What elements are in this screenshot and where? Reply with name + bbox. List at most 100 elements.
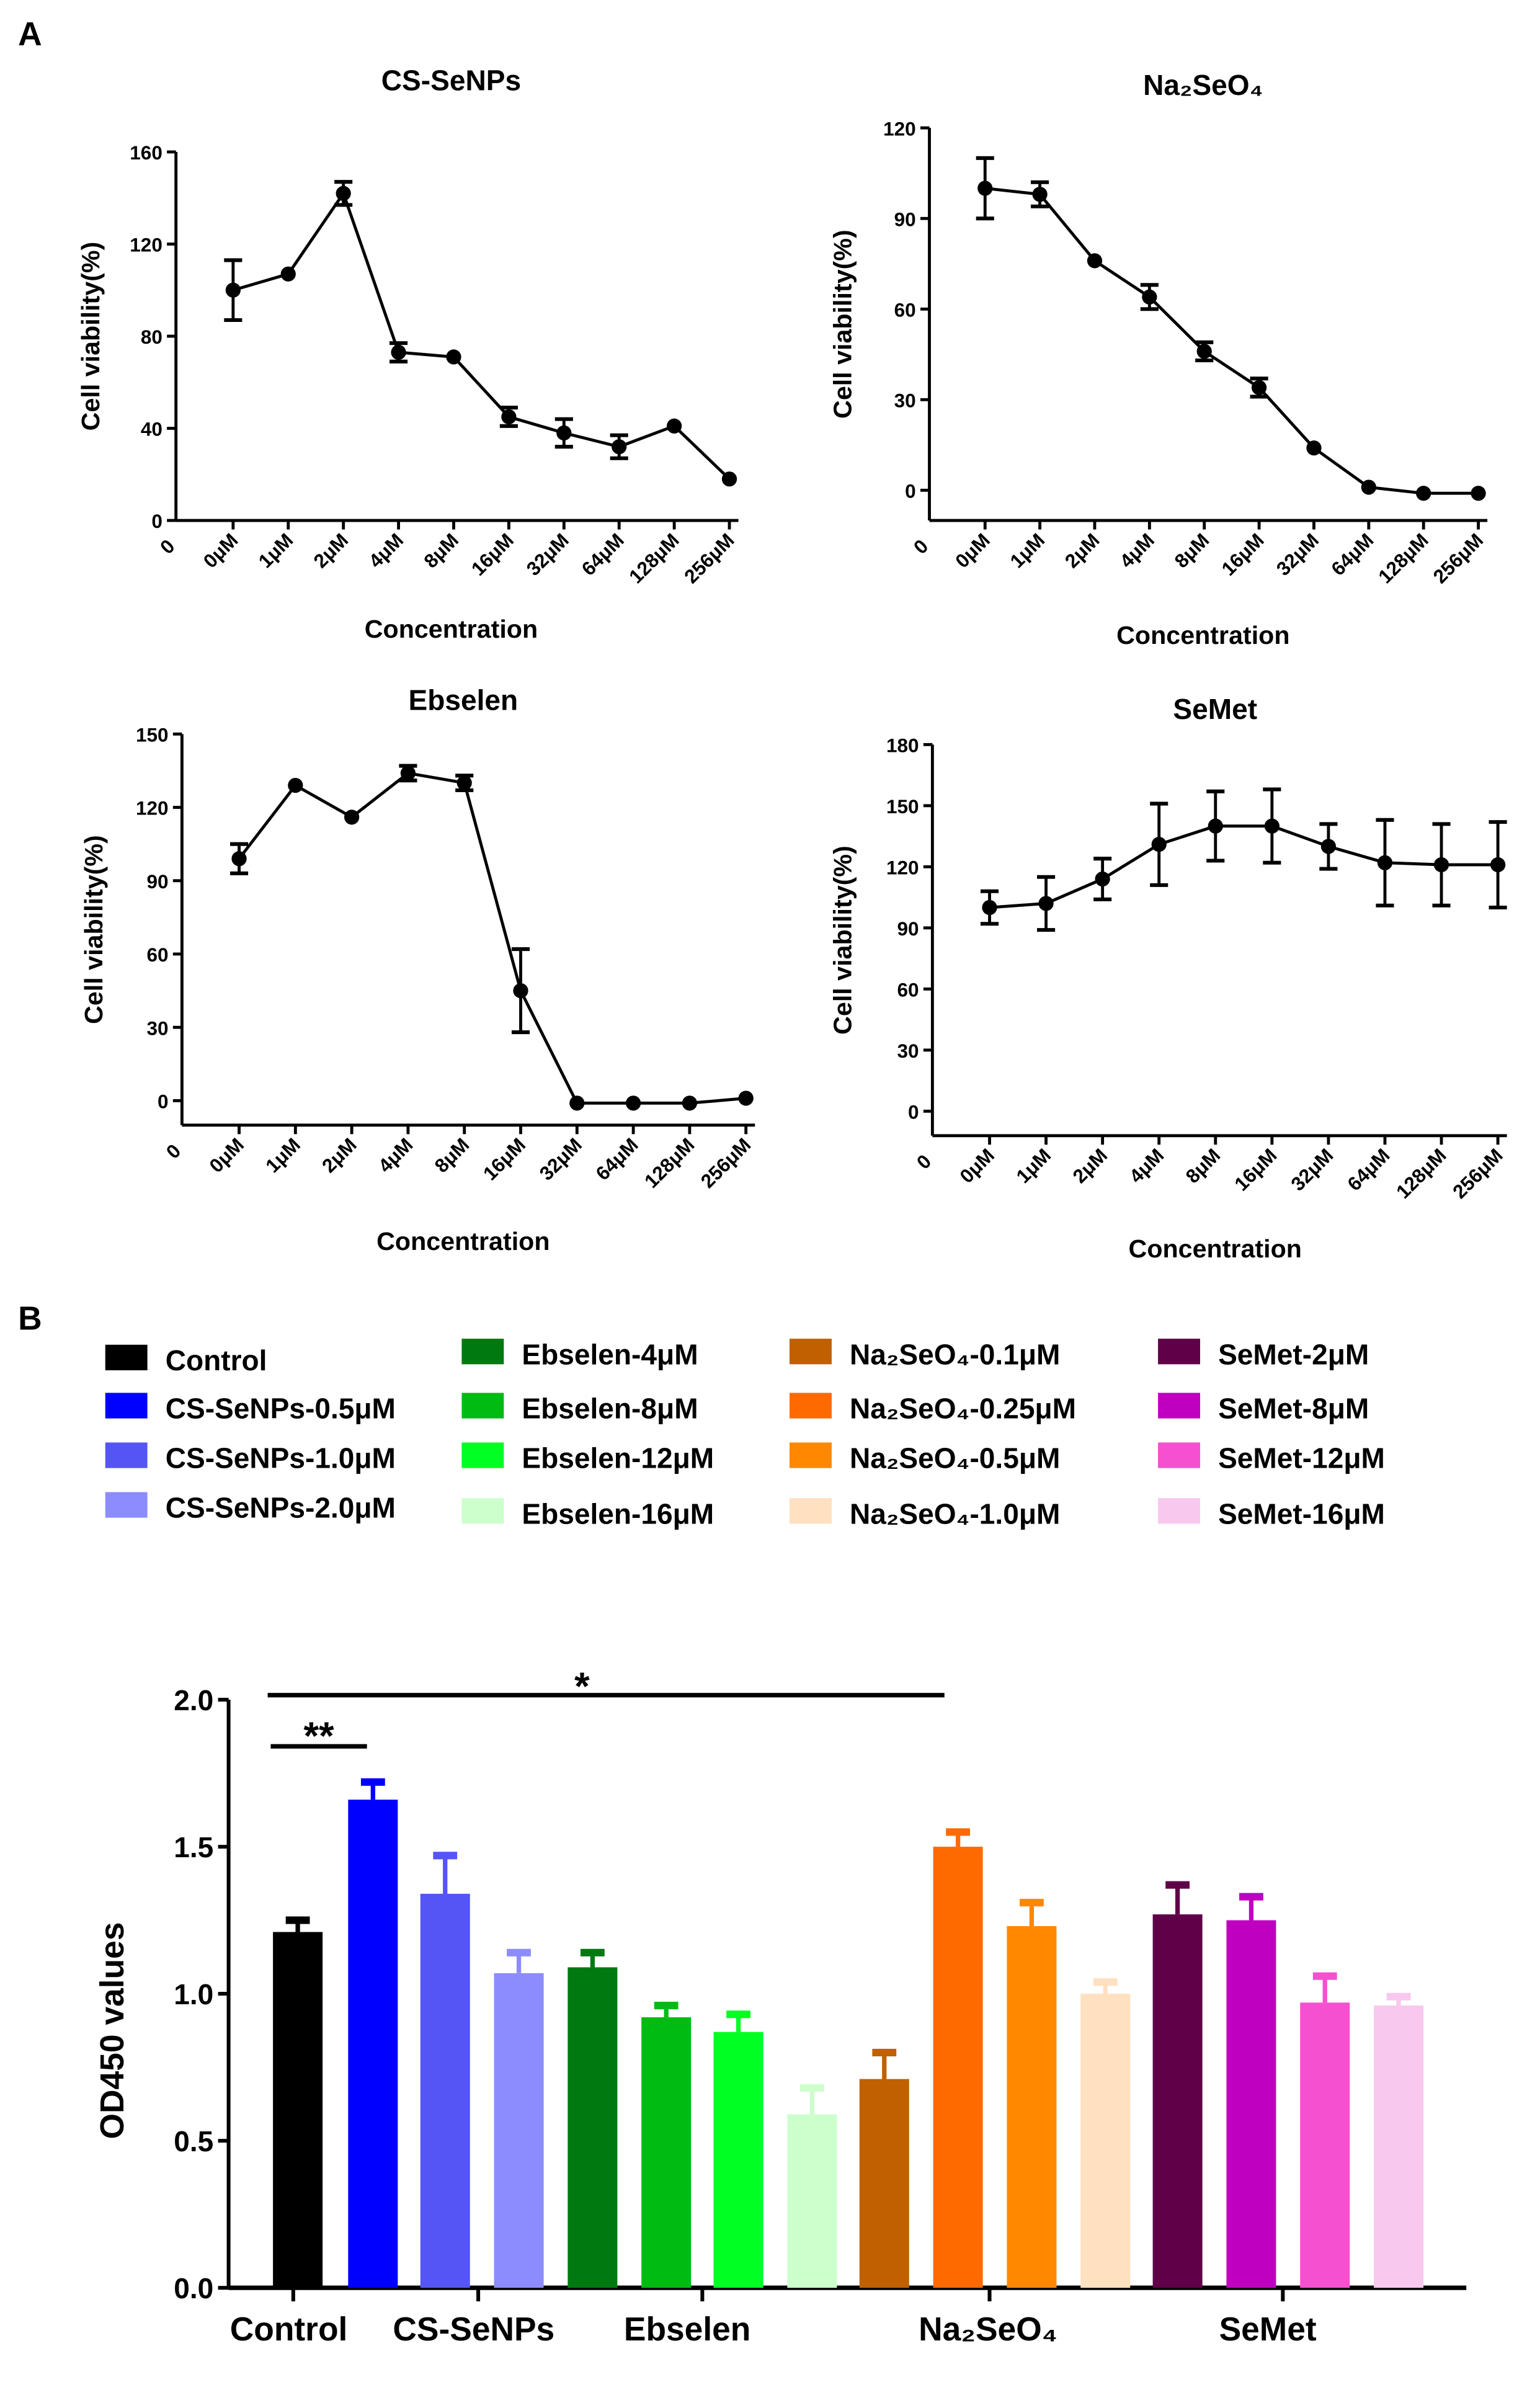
x-origin-label: 0	[156, 535, 179, 558]
legend-item: CS-SeNPs-2.0μM	[105, 1492, 396, 1524]
y-tick-label: 90	[894, 208, 916, 230]
bar-group	[641, 2002, 692, 2288]
legend-swatch	[105, 1442, 148, 1468]
legend-swatch	[1158, 1339, 1200, 1365]
x-tick-label: 256μM	[1448, 1144, 1507, 1203]
data-point	[612, 439, 627, 455]
y-axis-label: Cell viability(%)	[79, 835, 108, 1024]
x-tick-label: 0μM	[955, 1144, 999, 1187]
legend-swatch	[1158, 1393, 1200, 1419]
legend-item: Na₂SeO₄-0.5μM	[790, 1442, 1060, 1474]
legend-swatch	[790, 1339, 832, 1365]
x-tick-label: 64μM	[591, 1133, 642, 1184]
data-point	[288, 777, 303, 793]
legend-swatch	[105, 1344, 148, 1371]
series-line	[233, 190, 731, 480]
bar	[787, 2114, 837, 2288]
y-tick-label: 90	[147, 870, 169, 893]
y-axis-label: Cell viability(%)	[828, 230, 857, 419]
legend-item: SeMet-16μM	[1158, 1497, 1385, 1530]
group-label: CS-SeNPs	[393, 2311, 554, 2348]
chart-title: Na₂SeO₄	[1143, 69, 1263, 101]
bar-group	[933, 1828, 983, 2288]
x-tick-label: 8μM	[1181, 1144, 1224, 1187]
x-tick-label: 16μM	[467, 529, 518, 579]
data-point	[666, 418, 682, 434]
data-point	[501, 409, 517, 425]
data-point	[1032, 187, 1048, 202]
legend-label: SeMet-2μM	[1218, 1338, 1369, 1370]
legend-swatch	[1158, 1498, 1200, 1524]
y-tick-label: 150	[886, 795, 919, 818]
data-point	[1251, 380, 1267, 395]
x-tick-label: 4μM	[374, 1133, 417, 1177]
x-tick-label: 64μM	[577, 529, 628, 579]
bar	[1080, 1994, 1131, 2288]
legend-item: SeMet-2μM	[1158, 1338, 1369, 1370]
legend-label: Ebselen-4μM	[522, 1338, 698, 1370]
data-point	[625, 1095, 641, 1111]
data-point	[721, 471, 737, 487]
x-tick-label: 4μM	[1124, 1144, 1168, 1187]
x-tick-label: 128μM	[640, 1133, 699, 1192]
y-tick-label: 30	[147, 1017, 169, 1039]
legend-item: SeMet-8μM	[1158, 1393, 1369, 1425]
data-point	[977, 181, 993, 196]
x-tick-label: 1μM	[1005, 529, 1049, 572]
bar-group	[420, 1852, 470, 2288]
data-point	[1306, 440, 1322, 456]
data-point	[1377, 855, 1393, 870]
legend-item: Ebselen-12μM	[461, 1442, 714, 1474]
x-tick-label: 1μM	[261, 1133, 305, 1177]
data-point	[556, 425, 572, 441]
group-label: Na₂SeO₄	[919, 2311, 1057, 2348]
y-tick-label: 30	[897, 1040, 919, 1062]
legend-label: Ebselen-16μM	[522, 1497, 714, 1530]
data-point	[1264, 818, 1280, 834]
y-tick-label: 160	[130, 141, 162, 164]
x-tick-label: 8μM	[430, 1133, 473, 1177]
legend-label: Na₂SeO₄-0.5μM	[850, 1442, 1060, 1474]
x-tick-label: 32μM	[1272, 529, 1323, 579]
chart-title: SeMet	[1173, 693, 1257, 725]
x-tick-label: 256μM	[680, 529, 739, 587]
legend-swatch	[461, 1339, 504, 1365]
bar-group	[1080, 1978, 1131, 2288]
x-tick-label: 128μM	[625, 529, 683, 587]
x-tick-label: 64μM	[1327, 529, 1378, 579]
y-tick-label: 0	[905, 480, 916, 502]
legend-label: Na₂SeO₄-0.25μM	[850, 1393, 1076, 1425]
legend-item: CS-SeNPs-1.0μM	[105, 1442, 396, 1474]
bar	[420, 1893, 470, 2288]
x-tick-label: 2μM	[1061, 529, 1104, 572]
x-axis-label: Concentration	[376, 1227, 550, 1256]
bar	[273, 1932, 323, 2288]
y-tick-label: 0	[151, 510, 162, 532]
x-tick-label: 128μM	[1374, 529, 1433, 587]
legend-item: Control	[105, 1344, 267, 1376]
x-tick-label: 1μM	[254, 529, 297, 572]
series-line	[984, 187, 1479, 495]
legend-item: SeMet-12μM	[1158, 1442, 1385, 1474]
data-point	[456, 775, 472, 791]
x-tick-label: 0μM	[951, 529, 994, 572]
bar-group	[348, 1778, 398, 2288]
significance-single: *	[267, 1665, 945, 1708]
bar	[348, 1800, 398, 2288]
panel-label-b: B	[18, 1301, 42, 1337]
y-tick-label: 2.0	[174, 1684, 213, 1716]
bar	[567, 1967, 618, 2288]
legend: Control CS-SeNPs-0.5μM CS-SeNPs-1.0μM CS-Se…	[105, 1338, 1385, 1530]
legend-swatch	[790, 1442, 832, 1468]
legend-item: Ebselen-8μM	[461, 1393, 698, 1425]
legend-label: CS-SeNPs-1.0μM	[166, 1442, 396, 1474]
data-point	[1416, 486, 1431, 501]
data-point	[1433, 857, 1449, 873]
data-point	[1151, 837, 1167, 852]
chart-title: Ebselen	[409, 684, 519, 716]
y-tick-label: 60	[894, 298, 916, 321]
series-line	[238, 771, 746, 1105]
x-tick-label: 2μM	[309, 529, 352, 572]
x-tick-label: 16μM	[479, 1133, 530, 1184]
data-point	[569, 1095, 585, 1111]
